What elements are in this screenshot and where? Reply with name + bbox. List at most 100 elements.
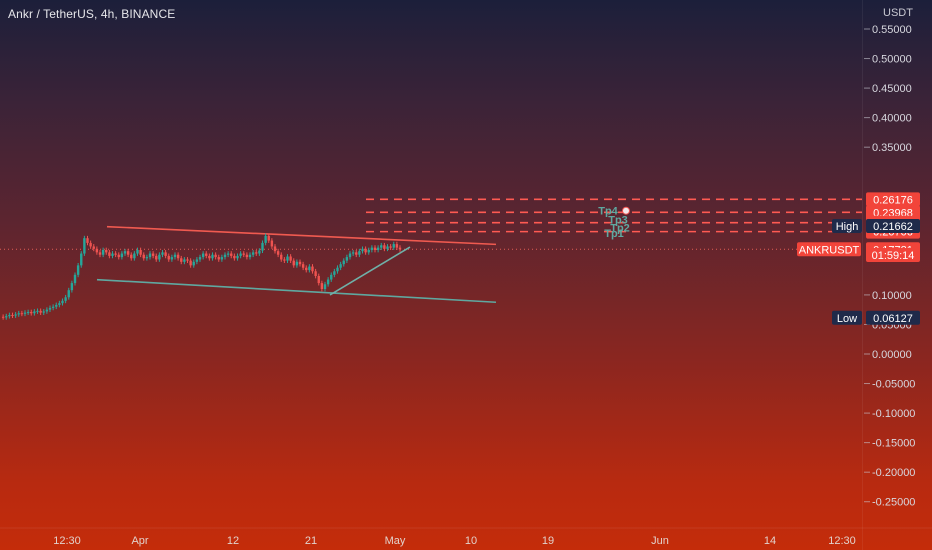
- x-tick-label: 14: [764, 535, 776, 547]
- candle: [167, 253, 170, 262]
- price-tag-label: 01:59:14: [872, 250, 915, 262]
- candle: [183, 257, 186, 265]
- candle: [380, 242, 383, 250]
- y-tick-label: 0.40000: [872, 113, 912, 125]
- price-tag: 01:59:14: [866, 248, 920, 262]
- candle: [323, 281, 327, 292]
- candle: [76, 263, 80, 278]
- candle: [117, 252, 120, 260]
- candle: [267, 233, 270, 243]
- candle: [30, 309, 33, 316]
- candle: [364, 246, 367, 255]
- candle: [101, 247, 105, 258]
- candle: [14, 312, 17, 318]
- y-tick: -0.05000: [864, 379, 915, 391]
- candle: [286, 254, 289, 263]
- candle: [89, 240, 92, 249]
- candle: [242, 251, 245, 258]
- candle: [180, 255, 183, 265]
- candle: [11, 312, 14, 318]
- candle: [273, 244, 277, 254]
- price-tag: 0.21662: [866, 218, 920, 233]
- trendline-rising: [329, 246, 411, 296]
- candle: [58, 300, 61, 308]
- candle: [73, 272, 77, 286]
- candle: [233, 253, 236, 261]
- y-tick-label: -0.05000: [872, 379, 915, 391]
- price-tags: 0.261760.239680.222210.20706ANKRUSDT0.17…: [797, 192, 920, 325]
- candle: [114, 251, 117, 258]
- candle: [336, 265, 339, 274]
- y-tick-label: 0.50000: [872, 54, 912, 66]
- candle: [211, 252, 214, 261]
- target-label: Tp1: [604, 228, 624, 240]
- candle: [198, 254, 202, 262]
- y-tick: 0.45000: [864, 83, 912, 95]
- candle: [261, 240, 264, 253]
- candle: [67, 287, 70, 300]
- x-tick-label: 12:30: [53, 535, 81, 547]
- candle: [298, 259, 302, 267]
- candle: [239, 251, 242, 259]
- candle: [36, 308, 39, 314]
- y-tick: 0.10000: [864, 290, 912, 302]
- candle: [276, 248, 280, 258]
- y-tick-label: 0.00000: [872, 349, 912, 361]
- price-tag: High: [832, 218, 862, 233]
- candle: [92, 244, 95, 252]
- candle: [264, 233, 267, 246]
- candle: [376, 245, 380, 253]
- candle: [1, 314, 5, 320]
- candle: [251, 250, 255, 258]
- x-tick-label: Jun: [651, 535, 669, 547]
- trendline-upper: [106, 225, 497, 246]
- y-tick-label: -0.20000: [872, 467, 915, 479]
- candle: [333, 268, 336, 278]
- candle: [361, 246, 364, 254]
- trendlines: [96, 225, 497, 304]
- candle: [8, 312, 11, 319]
- candle: [51, 304, 55, 311]
- candle: [345, 254, 349, 263]
- candle: [248, 252, 252, 260]
- candle: [130, 252, 133, 261]
- price-axis-divider: [862, 0, 863, 550]
- x-tick-label: 12: [227, 535, 239, 547]
- chart-title: Ankr / TetherUS, 4h, BINANCE: [8, 7, 176, 21]
- candle: [283, 257, 286, 263]
- x-tick: 21: [305, 535, 317, 547]
- currency-label: USDT: [883, 7, 913, 19]
- candle: [42, 309, 45, 315]
- x-tick: Jun: [651, 535, 669, 547]
- trendline-lower: [96, 278, 497, 304]
- candle: [23, 310, 27, 317]
- candle: [105, 247, 108, 255]
- candle: [245, 252, 249, 260]
- y-tick: -0.25000: [864, 497, 915, 509]
- candle: [305, 265, 308, 273]
- x-tick: May: [385, 535, 406, 547]
- y-tick: -0.20000: [864, 467, 915, 479]
- candle: [55, 302, 58, 310]
- candle: [367, 247, 370, 255]
- candle: [161, 250, 164, 258]
- x-tick: 12:30: [53, 535, 81, 547]
- y-tick: -0.15000: [864, 438, 915, 450]
- candle: [111, 251, 114, 259]
- price-tag-label: 0.26176: [873, 194, 913, 206]
- candle: [26, 309, 30, 315]
- candle: [145, 254, 149, 261]
- price-tag-label: 0.21662: [873, 221, 913, 233]
- candle: [173, 252, 177, 260]
- candle: [386, 244, 389, 252]
- candle: [64, 294, 67, 304]
- candle: [339, 261, 342, 271]
- candle: [292, 258, 295, 268]
- price-tag-label: ANKRUSDT: [799, 244, 860, 256]
- candle: [258, 248, 261, 256]
- candle: [330, 272, 333, 282]
- target-marker: [622, 206, 630, 215]
- candle: [176, 252, 180, 261]
- candle: [355, 250, 358, 258]
